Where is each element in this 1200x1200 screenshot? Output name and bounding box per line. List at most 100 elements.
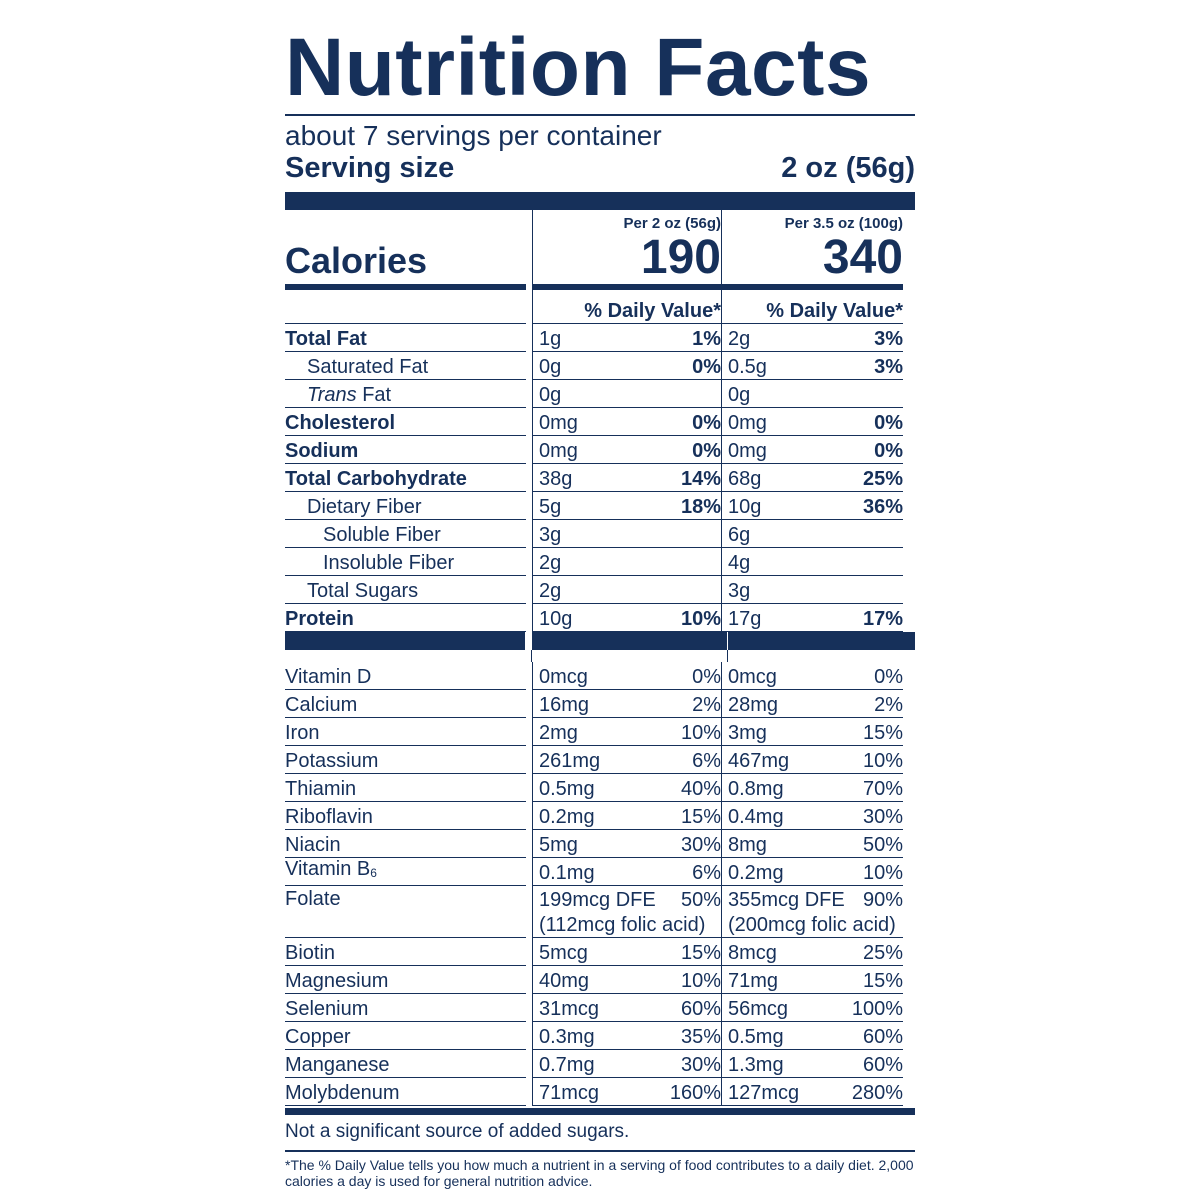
vitamin-c2-cell: 355mcg DFE 90% (200mcg folic acid) <box>721 886 903 938</box>
nutrient-name: Sodium <box>285 440 358 462</box>
vitamin-daily-value: 35% <box>680 1026 721 1048</box>
vitamin-c2-cell: 0.4mg 30% <box>721 802 903 830</box>
nutrient-daily-value: 3% <box>874 328 903 350</box>
vitamin-row: Magnesium 40mg 10% 71mg 15% <box>285 966 915 994</box>
vitamin-c1-cell: 40mg 10% <box>532 966 721 994</box>
nutrient-name: Total Sugars <box>285 580 418 602</box>
nutrient-c2-cell: 4g <box>721 548 903 576</box>
nutrient-name-cell: Dietary Fiber <box>285 492 526 520</box>
vitamin-c2-cell: 0mcg 0% <box>721 662 903 690</box>
vitamin-name: Vitamin D <box>285 666 371 688</box>
nutrient-c1-cell: 3g <box>532 520 721 548</box>
vitamin-name-text: Calcium <box>285 694 358 716</box>
nutrient-row: Insoluble Fiber 2g 4g <box>285 548 915 576</box>
nutrient-daily-value: 3% <box>874 356 903 378</box>
vitamin-amount: 0.4mg <box>728 806 784 828</box>
nutrient-amount: 2g <box>539 580 562 602</box>
vitamins-bar-seg-1 <box>285 632 526 650</box>
vitamin-daily-value: 280% <box>851 1082 903 1104</box>
nutrient-name-cell: Sodium <box>285 436 526 464</box>
vitamin-name: Manganese <box>285 1054 390 1076</box>
nutrient-amount: 0mg <box>539 440 578 462</box>
vitamin-amount: 0mcg <box>728 666 777 688</box>
nutrient-daily-value: 36% <box>862 496 903 518</box>
vitamin-name: Potassium <box>285 750 378 772</box>
nutrient-amount: 17g <box>728 608 762 630</box>
col1-calories: 190 <box>640 231 721 284</box>
vitamin-amount: 0.2mg <box>539 806 595 828</box>
vitamin-row: Calcium 16mg 2% 28mg 2% <box>285 690 915 718</box>
vitamin-c1-cell: 0mcg 0% <box>532 662 721 690</box>
nutrient-amount: 0g <box>539 384 562 406</box>
vitamin-name-cell: Selenium <box>285 994 526 1022</box>
vitamin-name-text: Molybdenum <box>285 1082 400 1104</box>
vitamin-name: Folate <box>285 888 341 910</box>
nutrient-name-cell: Trans Fat <box>285 380 526 408</box>
nutrient-daily-value: 14% <box>680 468 721 490</box>
col1-header: Per 2 oz (56g) <box>623 215 721 232</box>
nutrient-amount: 4g <box>728 552 751 574</box>
nutrient-name: Dietary Fiber <box>285 496 421 518</box>
vitamin-name: Thiamin <box>285 778 356 800</box>
vitamin-rows: Vitamin D 0mcg 0% 0mcg 0% Calcium 16mg 2% 28mg 2%… <box>285 662 915 1106</box>
nutrient-amount: 2g <box>728 328 751 350</box>
vitamin-row: Vitamin B6 0.1mg 6% 0.2mg 10% <box>285 858 915 886</box>
vitamin-c1-cell: 199mcg DFE 50% (112mcg folic acid) <box>532 886 721 938</box>
vitamin-row: Riboflavin 0.2mg 15% 0.4mg 30% <box>285 802 915 830</box>
vitamin-c2-cell: 56mcg 100% <box>721 994 903 1022</box>
vitamin-name: Vitamin B6 <box>285 858 377 884</box>
nutrient-amount: 10g <box>728 496 762 518</box>
nutrient-name: Total Carbohydrate <box>285 468 467 490</box>
calories-row: Calories Per 2 oz (56g) 190 Per 3.5 oz (… <box>285 210 915 290</box>
nutrient-row: Sodium 0mg 0% 0mg 0% <box>285 436 915 464</box>
vitamin-row: Biotin 5mcg 15% 8mcg 25% <box>285 938 915 966</box>
vitamin-daily-value: 15% <box>862 970 903 992</box>
nutrient-name-text: Saturated Fat <box>307 356 429 378</box>
vitamin-daily-value: 50% <box>862 834 903 856</box>
vitamin-name-text: Vitamin D <box>285 666 372 688</box>
nutrient-c1-cell: 0mg 0% <box>532 408 721 436</box>
nutrient-amount: 0g <box>728 384 751 406</box>
vitamin-amount: 5mcg <box>539 942 588 964</box>
nutrient-c1-cell: 10g 10% <box>532 604 721 632</box>
vitamin-name: Iron <box>285 722 319 744</box>
vitamin-daily-value: 30% <box>680 1054 721 1076</box>
nutrient-name-cell: Total Fat <box>285 324 526 352</box>
nutrient-daily-value: 10% <box>680 608 721 630</box>
nutrient-name-text: Insoluble Fiber <box>323 552 455 574</box>
nutrient-c1-cell: 0g 0% <box>532 352 721 380</box>
vitamin-name-cell: Manganese <box>285 1050 526 1078</box>
serving-divider-bar <box>285 192 915 210</box>
vitamin-c2-cell: 3mg 15% <box>721 718 903 746</box>
vitamin-amount: 3mg <box>728 722 767 744</box>
nutrient-amount: 3g <box>728 580 751 602</box>
vitamin-name-text: Vitamin B <box>285 858 371 880</box>
vitamin-daily-value: 50% <box>680 889 721 911</box>
vitamin-daily-value: 0% <box>874 666 903 688</box>
vitamin-name-cell: Potassium <box>285 746 526 774</box>
vitamin-amount: 355mcg DFE <box>728 889 845 911</box>
nutrient-c2-cell: 0.5g 3% <box>721 352 903 380</box>
vitamin-name-cell: Niacin <box>285 830 526 858</box>
nutrient-daily-value: 25% <box>862 468 903 490</box>
vitamin-c2-cell: 8mcg 25% <box>721 938 903 966</box>
nutrient-name-text: Fat <box>362 384 392 406</box>
nutrient-amount: 3g <box>539 524 562 546</box>
vitamin-name-text: Riboflavin <box>285 806 373 828</box>
vitamin-amount: 0.1mg <box>539 862 595 884</box>
nutrient-amount: 0.5g <box>728 356 767 378</box>
vitamin-c2-cell: 1.3mg 60% <box>721 1050 903 1078</box>
nutrient-name-text: Sodium <box>285 440 359 462</box>
nutrient-c1-cell: 0mg 0% <box>532 436 721 464</box>
vitamin-name-text: Niacin <box>285 834 341 856</box>
nutrient-c2-cell: 6g <box>721 520 903 548</box>
vitamin-name-cell: Copper <box>285 1022 526 1050</box>
vitamin-c2-cell: 0.8mg 70% <box>721 774 903 802</box>
vitamin-name-cell: Thiamin <box>285 774 526 802</box>
vitamin-name-text: Thiamin <box>285 778 357 800</box>
serving-size-label: Serving size <box>285 152 455 184</box>
vitamin-c1-cell: 71mcg 160% <box>532 1078 721 1106</box>
vitamin-amount: 0.8mg <box>728 778 784 800</box>
nutrient-name-text: Dietary Fiber <box>307 496 422 518</box>
vitamin-row: Niacin 5mg 30% 8mg 50% <box>285 830 915 858</box>
